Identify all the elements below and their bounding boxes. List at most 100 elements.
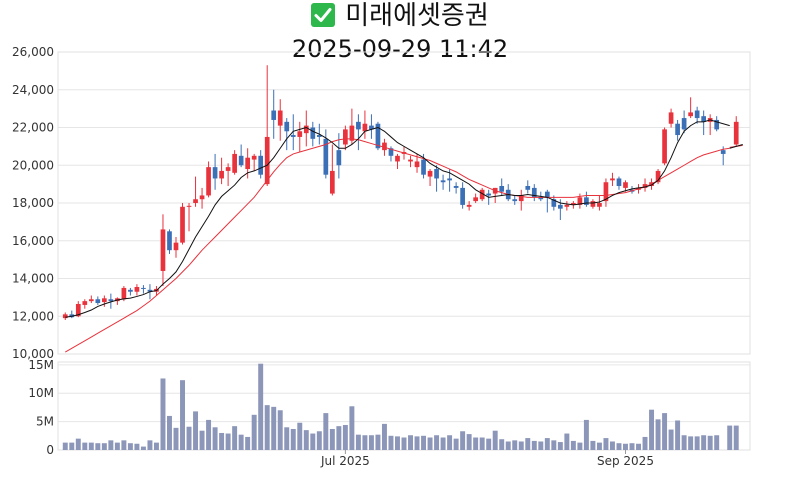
- candle-body: [544, 191, 550, 198]
- volume-bar: [518, 441, 524, 450]
- volume-bar: [570, 440, 576, 450]
- volume-tick-label: 15M: [28, 358, 54, 372]
- candle-body: [460, 187, 465, 205]
- volume-bar: [655, 419, 661, 450]
- volume-bar: [82, 442, 88, 450]
- price-tick-label: 14,000: [12, 272, 54, 286]
- volume-bar: [499, 439, 505, 450]
- candle-body: [590, 201, 596, 207]
- candle-body: [180, 206, 185, 243]
- candle-body: [277, 110, 283, 126]
- candle-body: [525, 186, 531, 190]
- candle-body: [356, 121, 361, 130]
- volume-bar: [355, 434, 361, 450]
- volume-bar: [466, 434, 472, 450]
- candle-body: [206, 167, 211, 196]
- candle-body: [701, 116, 707, 122]
- candle-body: [62, 314, 68, 319]
- candle-body: [395, 155, 400, 162]
- volume-bar: [649, 409, 655, 450]
- volume-bar: [127, 443, 133, 450]
- candle-body: [329, 170, 335, 194]
- volume-bar: [557, 442, 563, 450]
- volume-bar: [714, 435, 720, 450]
- volume-bar: [544, 438, 550, 450]
- volume-bar: [316, 431, 322, 450]
- price-tick-label: 20,000: [12, 158, 54, 172]
- candle-body: [512, 199, 518, 202]
- volume-bar: [362, 435, 368, 450]
- candle-body: [173, 242, 179, 251]
- candle-body: [141, 287, 146, 289]
- volume-bar: [460, 431, 466, 450]
- price-tick-label: 22,000: [12, 121, 54, 135]
- volume-bar: [512, 440, 518, 450]
- candle-body: [440, 180, 446, 183]
- volume-bar: [388, 435, 394, 450]
- price-tick-label: 26,000: [12, 45, 54, 59]
- volume-bar: [701, 435, 707, 450]
- date-axis: Jul 2025 Sep 2025: [320, 450, 654, 468]
- volume-bar: [414, 436, 420, 450]
- volume-bar: [381, 423, 387, 450]
- volume-bar: [342, 425, 348, 450]
- volume-bar: [193, 411, 199, 450]
- volume-tick-label: 10M: [28, 386, 54, 400]
- volume-bar: [88, 442, 94, 450]
- candle-body: [531, 187, 537, 198]
- candle-body: [577, 197, 583, 205]
- candle-body: [623, 182, 628, 188]
- price-tick-label: 16,000: [12, 234, 54, 248]
- volume-bar: [199, 430, 205, 450]
- volume-bar: [349, 406, 355, 450]
- candle-body: [258, 155, 264, 175]
- volume-bar: [180, 380, 185, 450]
- volume-bar: [101, 443, 107, 450]
- ma-short-line: [65, 119, 730, 318]
- candle-body: [284, 121, 290, 132]
- volume-bar: [310, 433, 316, 450]
- volume-bar: [140, 446, 146, 450]
- volume-bar: [238, 434, 244, 450]
- candle-body: [675, 123, 680, 136]
- candle-body: [603, 182, 609, 202]
- candle-body: [720, 150, 726, 154]
- candle-body: [499, 186, 505, 192]
- candle-body: [160, 229, 166, 271]
- volume-bar: [590, 440, 596, 450]
- volume-bar: [329, 428, 335, 450]
- volume-bar: [603, 438, 609, 450]
- volume-bar: [486, 438, 492, 450]
- volume-bar: [675, 420, 681, 450]
- candle-body: [271, 110, 277, 120]
- volume-bar: [186, 426, 192, 450]
- candle-body: [75, 303, 81, 317]
- volume-bar: [616, 443, 622, 450]
- volume-bar: [538, 441, 544, 450]
- candle-body: [167, 231, 172, 251]
- price-axis: 10,000 12,000 14,000 16,000 18,000 20,000 22,0…: [12, 45, 54, 361]
- candle-body: [251, 155, 257, 160]
- candle-body: [694, 110, 700, 119]
- volume-bar: [694, 436, 700, 450]
- candle-body: [375, 123, 381, 149]
- volume-bar: [401, 437, 407, 450]
- candle-body: [323, 138, 329, 175]
- volume-bar: [108, 440, 114, 450]
- volume-bar: [303, 430, 309, 450]
- candle-body: [232, 153, 237, 173]
- volume-tick-label: 5M: [36, 415, 54, 429]
- candle-body: [388, 148, 394, 156]
- volume-bar: [368, 435, 374, 450]
- volume-bar: [707, 435, 713, 450]
- volume-bar: [271, 406, 277, 450]
- candles: [62, 65, 739, 321]
- candle-body: [245, 157, 251, 170]
- candle-body: [564, 204, 570, 207]
- volume-bar: [167, 415, 172, 450]
- volume-bar: [596, 442, 602, 450]
- volume-bar: [492, 430, 498, 450]
- volume-bar: [427, 437, 433, 450]
- volume-bar: [447, 435, 453, 450]
